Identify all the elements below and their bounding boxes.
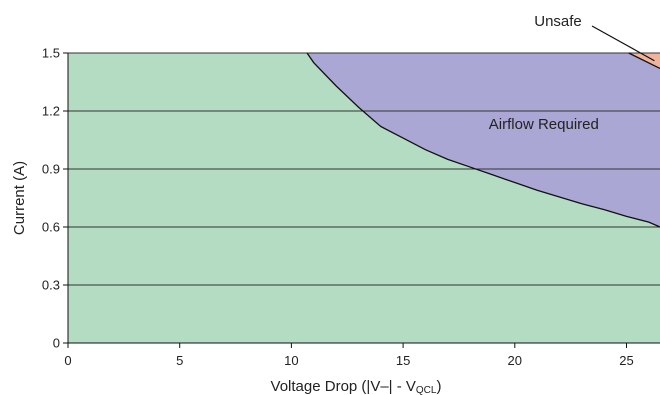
unsafe-pointer-line <box>591 25 655 62</box>
y-axis-title: Current (A) <box>11 161 28 235</box>
x-tick-label-5: 25 <box>619 353 633 368</box>
y-tick-label-2: 0.6 <box>42 220 60 235</box>
regions-layer <box>68 53 660 343</box>
ticks-layer: 0 0.3 0.6 0.9 1.2 1.5 0 5 10 15 20 25 <box>42 46 634 369</box>
x-tick-label-3: 15 <box>396 353 410 368</box>
grid-layer <box>68 52 660 286</box>
airflow-required-region <box>307 53 660 227</box>
x-tick-label-0: 0 <box>64 353 71 368</box>
x-axis-title-main: Voltage Drop (|V–| - V <box>271 378 416 395</box>
airflow-required-label: Airflow Required <box>489 116 599 133</box>
x-tick-label-1: 5 <box>176 353 183 368</box>
y-tick-label-0: 0 <box>53 336 60 351</box>
x-axis-title-subscript: QCL <box>416 385 437 395</box>
y-tick-label-4: 1.2 <box>42 104 60 119</box>
x-axis-title: Voltage Drop (|V–| - VQCL) <box>271 378 442 395</box>
x-tick-label-2: 10 <box>284 353 298 368</box>
unsafe-label: Unsafe <box>534 13 582 30</box>
airflow-boundary-line <box>306 52 660 228</box>
x-axis-title-end: ) <box>436 378 441 395</box>
x-tick-label-4: 20 <box>508 353 522 368</box>
unsafe-boundary-line <box>628 52 660 70</box>
y-tick-label-3: 0.9 <box>42 162 60 177</box>
y-tick-label-5: 1.5 <box>42 46 60 61</box>
axes-layer <box>67 53 660 344</box>
boundary-layer <box>306 52 660 228</box>
y-tick-label-1: 0.3 <box>42 278 60 293</box>
